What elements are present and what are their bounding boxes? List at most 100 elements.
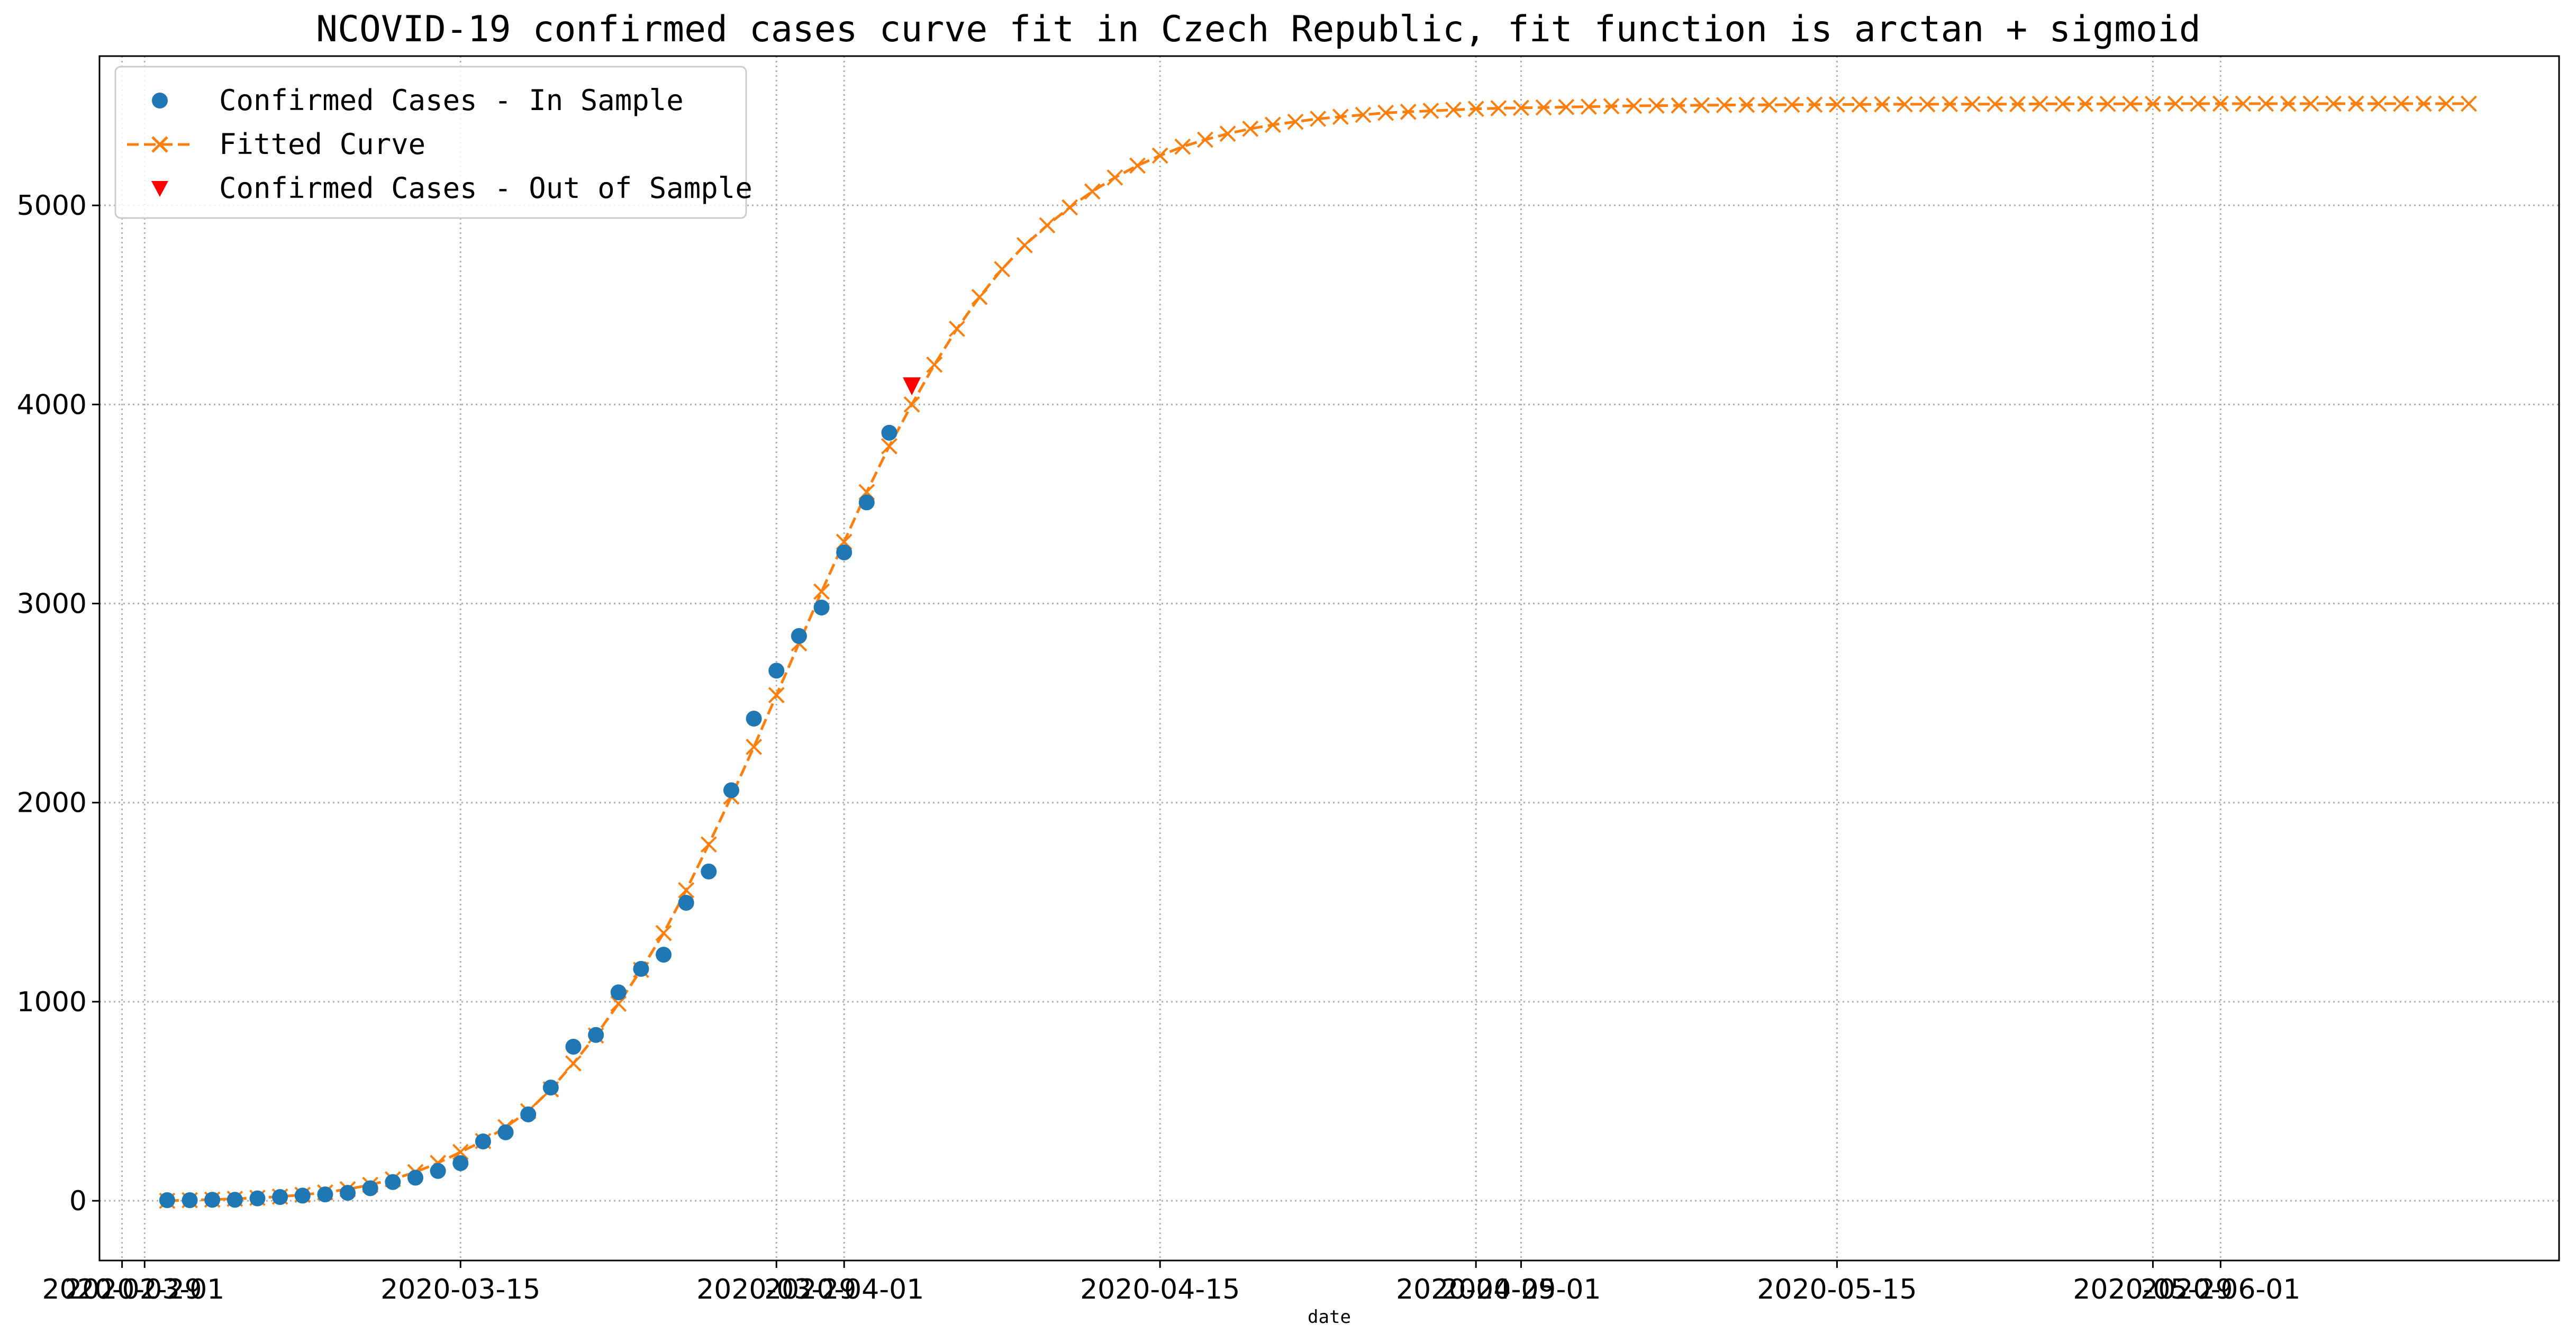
fitted-curve-point: [2054, 95, 2071, 112]
y-tick-label: 5000: [17, 190, 87, 222]
fitted-curve-point: [1151, 147, 1168, 164]
legend-marker-out-of-sample: [151, 181, 168, 197]
in-sample-point: [520, 1106, 537, 1122]
in-sample-point: [633, 960, 649, 977]
in-sample-point: [182, 1192, 198, 1209]
legend-marker-in-sample: [152, 93, 168, 108]
fitted-curve-point: [1829, 96, 1845, 113]
fitted-curve-point: [2325, 95, 2342, 112]
in-sample-point: [340, 1185, 356, 1201]
fitted-curve-point: [948, 320, 965, 337]
legend-label-in-sample: Confirmed Cases - In Sample: [219, 84, 684, 117]
in-sample-point: [317, 1186, 333, 1203]
in-sample-point: [385, 1174, 401, 1190]
fitted-curve-point: [2257, 95, 2274, 112]
in-sample-point: [881, 424, 897, 441]
fitted-curve-point: [1693, 97, 1710, 114]
fitted-curve-point: [1535, 99, 1552, 116]
x-tick-label: 2020-06-01: [2140, 1274, 2300, 1305]
in-sample-point: [452, 1155, 469, 1172]
x-axis-label: date: [1308, 1307, 1351, 1328]
x-tick-label: 2020-04-01: [764, 1274, 924, 1305]
fitted-curve-point: [1016, 237, 1033, 253]
x-tick-label: 2020-04-15: [1080, 1274, 1240, 1305]
y-tick-label: 0: [69, 1185, 87, 1217]
fitted-curve-point: [1219, 125, 1236, 142]
x-tick-label: 2020-03-15: [380, 1274, 540, 1305]
in-sample-point: [588, 1027, 604, 1043]
in-sample-point: [407, 1169, 423, 1186]
fitted-curve-point: [2461, 95, 2477, 112]
in-sample-point: [836, 544, 852, 560]
fitted-curve-point: [1287, 113, 1304, 130]
fitted-curve-point: [2009, 96, 2026, 113]
fitted-curve-point: [1851, 96, 1868, 113]
fitted-curve-point: [2280, 95, 2297, 112]
in-sample-point: [272, 1189, 288, 1205]
fitted-curve-point: [1490, 100, 1507, 116]
fitted-curve-point: [1761, 96, 1777, 113]
in-sample-point: [475, 1134, 491, 1150]
y-tick-label: 2000: [17, 787, 87, 819]
fitted-curve-point: [1919, 96, 1936, 113]
fitted-curve-point: [1874, 96, 1891, 113]
fitted-curve-point: [1558, 98, 1575, 115]
fitted-curve-point: [1174, 138, 1191, 155]
fitted-curve-point: [1603, 98, 1620, 115]
in-sample-point: [542, 1080, 559, 1096]
in-sample-point: [746, 710, 762, 727]
x-tick-label: 2020-05-15: [1757, 1274, 1917, 1305]
in-sample-point: [656, 947, 672, 963]
fitted-curve-point: [1716, 97, 1733, 113]
x-tick-label: 2020-05-01: [1441, 1274, 1601, 1305]
chart-title: NCOVID-19 confirmed cases curve fit in C…: [316, 8, 2201, 50]
y-tick-label: 3000: [17, 588, 87, 620]
fitted-curve-point: [1242, 120, 1259, 137]
fitted-curve-point: [1084, 183, 1101, 200]
fitted-curve-point: [1806, 96, 1823, 113]
fitted-curve-point: [1264, 116, 1281, 133]
fitted-curve-point: [565, 1055, 582, 1072]
grid: [99, 56, 2559, 1261]
in-sample-point: [249, 1190, 266, 1207]
fitted-curve-point: [1355, 106, 1372, 123]
fitted-curve-point: [2347, 95, 2364, 112]
fitted-curve-point: [2099, 95, 2116, 112]
in-sample-point: [768, 663, 785, 679]
y-tick-label: 1000: [17, 986, 87, 1018]
fitted-curve-point: [2077, 95, 2093, 112]
fitted-curve-point: [768, 687, 785, 704]
fitted-curve-point: [881, 438, 897, 455]
fitted-curve-point: [2122, 95, 2139, 112]
fitted-curve-point: [1445, 102, 1462, 118]
fitted-curve-point: [1671, 97, 1688, 114]
plot-series: [159, 95, 2477, 1209]
fitted-curve-point: [1964, 96, 1981, 113]
in-sample-point: [813, 600, 830, 616]
x-tick-label: 2020-03-29: [696, 1274, 856, 1305]
fitted-curve-point: [655, 924, 672, 941]
x-tick-label: 2020-04-29: [1396, 1274, 1556, 1305]
fitted-curve-point: [903, 396, 920, 413]
in-sample-point: [678, 894, 694, 911]
legend-marker-fitted: [151, 136, 168, 153]
fitted-curve-point: [1106, 169, 1123, 186]
out-of-sample-point: [903, 377, 921, 396]
fitted-curve-point: [610, 995, 627, 1012]
fitted-curve-point: [1783, 96, 1800, 113]
y-tick-label: 4000: [17, 389, 87, 421]
fitted-curve-point: [1738, 96, 1755, 113]
fitted-curve-point: [2145, 95, 2161, 112]
fitted-curve-point: [2370, 95, 2387, 112]
in-sample-point: [294, 1187, 311, 1204]
in-sample-point: [610, 984, 627, 1001]
in-sample-point: [497, 1124, 514, 1140]
fitted-curve-point: [1942, 96, 1958, 113]
fitted-curve-point: [2167, 95, 2184, 112]
in-sample-point: [858, 494, 875, 511]
legend-label-fitted: Fitted Curve: [219, 128, 425, 161]
fitted-curve-point: [971, 288, 988, 305]
fitted-curve-point: [746, 738, 763, 755]
